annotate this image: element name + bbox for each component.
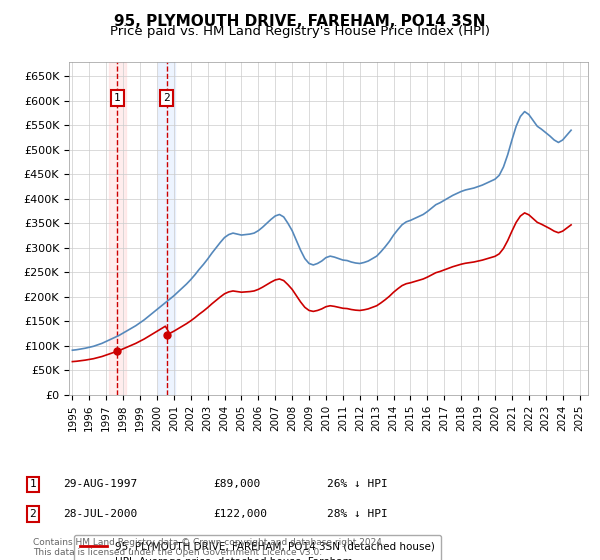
Legend: 95, PLYMOUTH DRIVE, FAREHAM, PO14 3SN (detached house), HPI: Average price, deta: 95, PLYMOUTH DRIVE, FAREHAM, PO14 3SN (d… xyxy=(74,535,441,560)
Text: 29-AUG-1997: 29-AUG-1997 xyxy=(63,479,137,489)
Bar xyxy=(158,62,175,395)
Text: 1: 1 xyxy=(29,479,37,489)
Text: 28% ↓ HPI: 28% ↓ HPI xyxy=(327,509,388,519)
Text: 2: 2 xyxy=(29,509,37,519)
Text: 28-JUL-2000: 28-JUL-2000 xyxy=(63,509,137,519)
Text: 2: 2 xyxy=(163,94,170,103)
Text: 26% ↓ HPI: 26% ↓ HPI xyxy=(327,479,388,489)
Text: 95, PLYMOUTH DRIVE, FAREHAM, PO14 3SN: 95, PLYMOUTH DRIVE, FAREHAM, PO14 3SN xyxy=(114,14,486,29)
Text: 1: 1 xyxy=(114,94,121,103)
Bar xyxy=(109,62,126,395)
Text: £122,000: £122,000 xyxy=(213,509,267,519)
Text: Price paid vs. HM Land Registry's House Price Index (HPI): Price paid vs. HM Land Registry's House … xyxy=(110,25,490,38)
Text: Contains HM Land Registry data © Crown copyright and database right 2024.
This d: Contains HM Land Registry data © Crown c… xyxy=(33,538,385,557)
Text: £89,000: £89,000 xyxy=(213,479,260,489)
